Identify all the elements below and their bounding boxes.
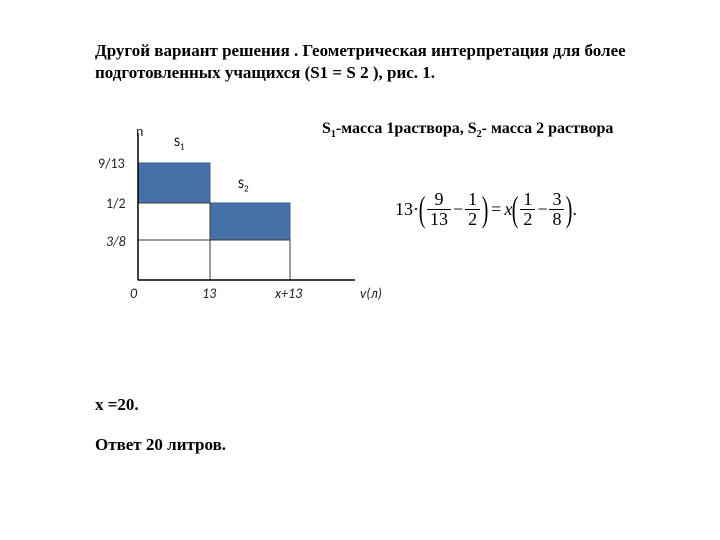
legend-suffix: - масса 2 раствора bbox=[482, 120, 614, 137]
f-rparen1: ) bbox=[482, 191, 489, 227]
page: Другой вариант решения . Геометрическая … bbox=[0, 0, 720, 540]
answer: Ответ 20 литров. bbox=[95, 435, 226, 455]
cell-left-bottom bbox=[138, 240, 210, 280]
f-period: . bbox=[572, 199, 577, 220]
f2-num: 1 bbox=[465, 190, 480, 210]
formula: 13·(913−12)=x(12−38). bbox=[395, 190, 577, 229]
s1-sub: 1 bbox=[180, 142, 185, 153]
f4-num: 3 bbox=[549, 190, 564, 210]
y-tick-1: 1/2 bbox=[106, 195, 126, 212]
heading: Другой вариант решения . Геометрическая … bbox=[95, 40, 655, 84]
y-axis-label: n bbox=[136, 123, 143, 140]
chart: n 9/13 1/2 3/8 0 13 x+13 v(л) S1 S2 bbox=[130, 125, 390, 285]
f-lead: 13 bbox=[395, 199, 413, 220]
rect-s1 bbox=[138, 163, 210, 203]
s2-label: S2 bbox=[238, 177, 249, 195]
result: x =20. bbox=[95, 395, 139, 415]
f-minus2: − bbox=[537, 199, 547, 220]
f1-den: 13 bbox=[427, 210, 451, 229]
f-frac2: 12 bbox=[465, 190, 480, 229]
f3-num: 1 bbox=[520, 190, 535, 210]
y-tick-2: 3/8 bbox=[106, 233, 126, 250]
cell-right-bottom bbox=[210, 240, 290, 280]
x-tick-1: 13 bbox=[202, 285, 216, 302]
f1-num: 9 bbox=[427, 190, 451, 210]
f2-den: 2 bbox=[465, 210, 480, 229]
x-tick-2: x+13 bbox=[275, 285, 302, 302]
x-tick-3: v(л) bbox=[360, 285, 382, 302]
rect-s2 bbox=[210, 203, 290, 240]
y-tick-0: 9/13 bbox=[98, 155, 125, 172]
f-rparen2: ) bbox=[566, 191, 573, 227]
f-frac3: 12 bbox=[520, 190, 535, 229]
f-minus1: − bbox=[453, 199, 463, 220]
f-frac1: 913 bbox=[427, 190, 451, 229]
f-lparen1: ( bbox=[419, 191, 426, 227]
f3-den: 2 bbox=[520, 210, 535, 229]
f4-den: 8 bbox=[549, 210, 564, 229]
s2-sub: 2 bbox=[244, 184, 249, 195]
f-frac4: 38 bbox=[549, 190, 564, 229]
x-tick-0: 0 bbox=[130, 285, 137, 302]
cell-left-mid bbox=[138, 203, 210, 240]
f-lparen2: ( bbox=[512, 191, 519, 227]
chart-svg bbox=[130, 125, 390, 285]
s1-label: S1 bbox=[174, 135, 185, 153]
f-eq: = bbox=[491, 199, 501, 220]
